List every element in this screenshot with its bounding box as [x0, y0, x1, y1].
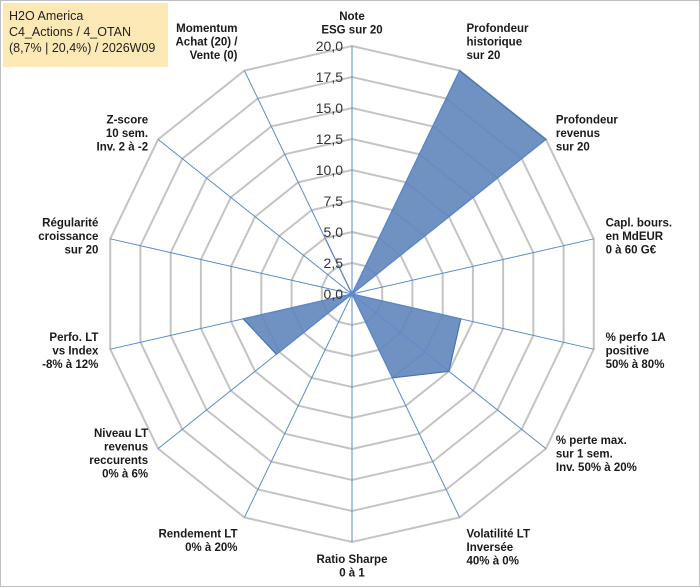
axis-label-line: Inv. 50% à 20% — [556, 462, 637, 474]
axis-label-line: 0% à 6% — [102, 469, 148, 481]
axis-label: Régularité croissance sur 20 — [38, 218, 98, 257]
axis-label-line: reccurents — [89, 455, 148, 467]
axis-label-line: Inv. 2 à -2 — [97, 142, 149, 154]
tick-label: 20,0 — [316, 38, 343, 54]
axis-label-line: revenus — [104, 442, 148, 454]
radar-spokes — [110, 46, 594, 542]
axis-spoke — [351, 293, 461, 518]
axis-label-line: 50% à 80% — [606, 359, 665, 371]
axis-spoke — [157, 139, 353, 295]
axis-label-line: historique — [467, 37, 523, 49]
axis-label-line: Z-score — [107, 115, 149, 127]
axis-label: Niveau LT revenus reccurents 0% à 6% — [89, 428, 148, 481]
axis-label: Momentum Achat (20) / Vente (0) — [176, 23, 239, 62]
axis-label-line: % perte max. — [556, 435, 627, 447]
axis-label-line: sur 20 — [556, 142, 590, 154]
axis-label: Capl. bours. en MdEUR 0 à 60 G€ — [606, 218, 672, 257]
axis-label-line: Inversée — [467, 542, 514, 554]
fund-info-box: H2O America C4_Actions / 4_OTAN (8,7% | … — [3, 3, 168, 67]
axis-label-line: -8% à 12% — [42, 359, 98, 371]
axis-spoke — [351, 293, 594, 350]
axis-label-line: Profondeur — [467, 23, 529, 35]
axis-label-line: Note — [339, 11, 365, 23]
axis-label: Volatilité LT Inversée 40% à 0% — [467, 529, 530, 568]
tick-label: 0,0 — [324, 286, 344, 302]
axis-label-line: Capl. bours. — [606, 218, 672, 230]
radial-tick-labels: 0,0 2,5 5,0 7,5 10,0 12,5 15,0 17,5 20,0 — [316, 38, 343, 302]
axis-label-line: Ratio Sharpe — [317, 554, 388, 566]
axis-label-line: Perfo. LT — [49, 332, 98, 344]
axis-label-line: Vente (0) — [190, 50, 238, 62]
tick-label: 12,5 — [316, 131, 343, 147]
axis-label-line: 0 à 60 G€ — [606, 245, 657, 257]
tick-label: 5,0 — [324, 224, 344, 240]
axis-label-line: Momentum — [176, 23, 237, 35]
axis-label-line: 0% à 20% — [185, 542, 237, 554]
axis-label-line: % perfo 1A — [606, 332, 666, 344]
axis-label-line: vs Index — [52, 345, 99, 357]
axis-label-line: positive — [606, 345, 649, 357]
axis-spoke — [351, 238, 594, 295]
axis-label-line: 40% à 0% — [467, 556, 519, 568]
axis-label-line: croissance — [38, 231, 98, 243]
axis-label: Profondeur historique sur 20 — [467, 23, 529, 62]
axis-spoke — [243, 70, 353, 295]
axis-label-line: 10 sem. — [106, 128, 148, 140]
axis-label-line: Achat (20) / — [176, 37, 239, 49]
tick-label: 17,5 — [316, 69, 343, 85]
tick-label: 2,5 — [324, 255, 344, 271]
axis-spoke — [351, 70, 461, 295]
tick-label: 10,0 — [316, 162, 343, 178]
axis-label-line: Niveau LT — [94, 428, 148, 440]
axis-spoke — [351, 139, 547, 295]
axis-label: Z-score 10 sem. Inv. 2 à -2 — [97, 115, 149, 154]
axis-label-line: ESG sur 20 — [321, 25, 382, 37]
fund-performance: (8,7% | 20,4%) / 2026W09 — [9, 41, 156, 55]
axis-label: Profondeur revenus sur 20 — [556, 115, 618, 154]
axis-label-line: sur 20 — [65, 245, 99, 257]
axis-label-line: 0 à 1 — [339, 568, 365, 580]
axis-label-line: en MdEUR — [606, 231, 664, 243]
axis-spoke — [243, 293, 353, 518]
fund-category: C4_Actions / 4_OTAN — [9, 25, 132, 39]
axis-label: Rendement LT 0% à 20% — [158, 529, 237, 555]
axis-label-line: Rendement LT — [158, 529, 237, 541]
tick-label: 15,0 — [316, 100, 343, 116]
axis-label: Perfo. LT vs Index -8% à 12% — [42, 332, 99, 371]
axis-label-line: revenus — [556, 128, 600, 140]
axis-spoke — [351, 293, 547, 449]
axis-label-line: sur 20 — [467, 50, 501, 62]
fund-name: H2O America — [9, 9, 84, 23]
axis-label-line: Régularité — [42, 218, 98, 230]
axis-label: % perte max. sur 1 sem. Inv. 50% à 20% — [556, 435, 637, 474]
axis-label: Note ESG sur 20 — [321, 11, 382, 37]
axis-label-line: Volatilité LT — [467, 529, 530, 541]
axis-spoke — [157, 293, 353, 449]
axis-label: % perfo 1A positive 50% à 80% — [606, 332, 666, 371]
axis-labels: Note ESG sur 20 Profondeur historique sur 20… — [38, 11, 672, 580]
axis-label: Ratio Sharpe 0 à 1 — [317, 554, 388, 580]
axis-label-line: sur 1 sem. — [556, 449, 613, 461]
tick-label: 7,5 — [324, 193, 344, 209]
axis-spoke — [110, 238, 353, 295]
axis-spoke — [110, 293, 353, 350]
axis-label-line: Profondeur — [556, 115, 618, 127]
